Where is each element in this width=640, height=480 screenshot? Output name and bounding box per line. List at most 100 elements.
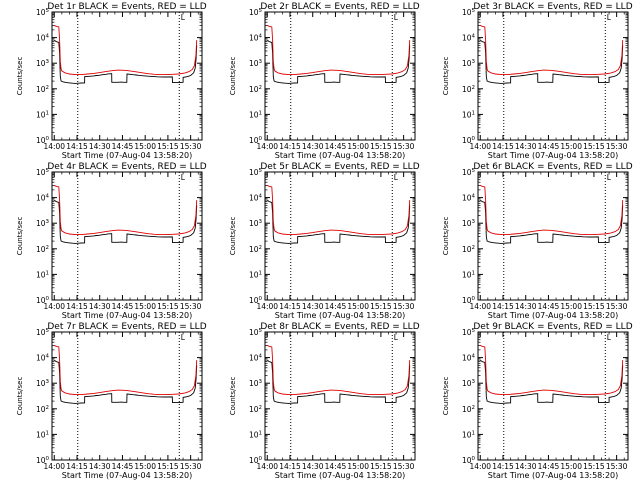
y-tick-label: 103 [249,219,263,228]
y-tick-label: 104 [462,194,476,203]
y-tick-label: 101 [36,110,49,119]
panel-title: Det 7r BLACK = Events, RED = LLD [47,322,206,332]
panel-8: Det 8r BLACK = Events, RED = LLD 100 101 10… [229,322,420,480]
y-axis-label: Counts/sec [442,377,450,416]
marker-label: L [607,333,612,342]
lld-line [267,185,411,236]
y-tick-label: 101 [462,430,475,439]
y-tick-label: 100 [462,296,476,305]
x-tick-label: 14:00 [469,462,491,471]
y-tick-label: 100 [462,136,476,145]
panel-title: Det 3r BLACK = Events, RED = LLD [473,2,632,12]
x-axis-label: Start Time (07-Aug-04 13:58:20) [488,151,619,160]
x-tick-label: 15:00 [560,302,582,311]
y-tick-label: 103 [249,59,263,68]
panel-title: Det 4r BLACK = Events, RED = LLD [47,162,206,172]
y-tick-label: 105 [249,8,263,17]
y-tick-label: 100 [36,456,50,465]
y-tick-label: 101 [249,270,262,279]
plot-frame [477,11,629,141]
x-tick-label: 14:45 [112,142,134,151]
y-tick-label: 103 [462,59,476,68]
x-tick-label: 14:45 [112,462,134,471]
marker-label: L [181,13,186,22]
events-line [480,39,624,84]
x-tick-label: 15:00 [347,462,369,471]
x-tick-label: 14:15 [66,462,88,471]
y-tick-label: 103 [462,379,476,388]
x-tick-label: 14:30 [515,142,537,151]
x-tick-label: 15:15 [157,142,179,151]
x-tick-label: 14:15 [492,302,514,311]
x-tick-label: 14:00 [256,142,278,151]
x-tick-label: 14:45 [538,142,560,151]
x-tick-label: 14:30 [89,142,111,151]
x-tick-label: 14:00 [256,462,278,471]
x-axis-label: Start Time (07-Aug-04 13:58:20) [62,471,193,480]
plot-frame [51,331,203,461]
panel-title: Det 1r BLACK = Events, RED = LLD [47,2,206,12]
y-axis-label: Counts/sec [442,217,450,256]
x-tick-label: 14:00 [43,462,65,471]
x-tick-label: 14:00 [43,302,65,311]
panel-title: Det 8r BLACK = Events, RED = LLD [260,322,419,332]
y-tick-label: 101 [462,270,475,279]
y-tick-label: 103 [36,59,50,68]
x-tick-label: 15:15 [583,142,605,151]
panel-6: Det 6r BLACK = Events, RED = LLD 100 101 10… [442,162,633,320]
panel-1: Det 1r BLACK = Events, RED = LLD 100 101 10… [16,2,207,160]
x-tick-label: 15:15 [157,302,179,311]
events-line [267,199,411,244]
y-tick-label: 101 [36,270,49,279]
x-tick-label: 14:30 [302,462,324,471]
panel-title: Det 2r BLACK = Events, RED = LLD [260,2,419,12]
x-axis-label: Start Time (07-Aug-04 13:58:20) [488,311,619,320]
y-tick-label: 102 [462,245,475,254]
panel-9: Det 9r BLACK = Events, RED = LLD 100 101 10… [442,322,633,480]
y-tick-label: 104 [36,194,50,203]
marker-label: L [181,173,186,182]
y-tick-label: 102 [36,405,49,414]
x-tick-label: 15:30 [180,462,202,471]
events-line [54,39,198,84]
x-tick-label: 15:30 [180,302,202,311]
y-tick-label: 105 [462,168,476,177]
x-tick-label: 15:30 [393,462,415,471]
y-axis-label: Counts/sec [16,217,24,256]
x-tick-label: 14:15 [279,302,301,311]
y-tick-label: 105 [462,328,476,337]
x-tick-label: 14:45 [325,142,347,151]
lld-line [267,25,411,76]
plot-frame [51,11,203,141]
panel-title: Det 9r BLACK = Events, RED = LLD [473,322,632,332]
x-tick-label: 14:00 [469,302,491,311]
marker-label: L [394,173,399,182]
y-tick-label: 100 [249,296,263,305]
y-tick-label: 105 [462,8,476,17]
plot-frame [477,171,629,301]
marker-label: L [394,333,399,342]
x-axis-label: Start Time (07-Aug-04 13:58:20) [275,151,406,160]
lld-line [480,345,624,396]
x-tick-label: 14:45 [538,462,560,471]
lld-line [480,25,624,76]
y-axis-label: Counts/sec [229,217,237,256]
y-axis-label: Counts/sec [16,377,24,416]
y-tick-label: 102 [36,245,49,254]
x-tick-label: 14:00 [43,142,65,151]
y-tick-label: 100 [36,136,50,145]
marker-label: L [607,173,612,182]
y-axis-label: Counts/sec [442,57,450,96]
x-axis-label: Start Time (07-Aug-04 13:58:20) [488,471,619,480]
x-tick-label: 14:30 [515,302,537,311]
x-tick-label: 14:45 [325,302,347,311]
x-tick-label: 14:30 [302,142,324,151]
x-tick-label: 15:15 [583,302,605,311]
lld-line [54,185,198,236]
y-tick-label: 105 [36,328,50,337]
x-tick-label: 15:15 [583,462,605,471]
x-tick-label: 14:15 [492,462,514,471]
x-tick-label: 14:00 [256,302,278,311]
x-tick-label: 14:30 [515,462,537,471]
x-tick-label: 15:15 [370,302,392,311]
